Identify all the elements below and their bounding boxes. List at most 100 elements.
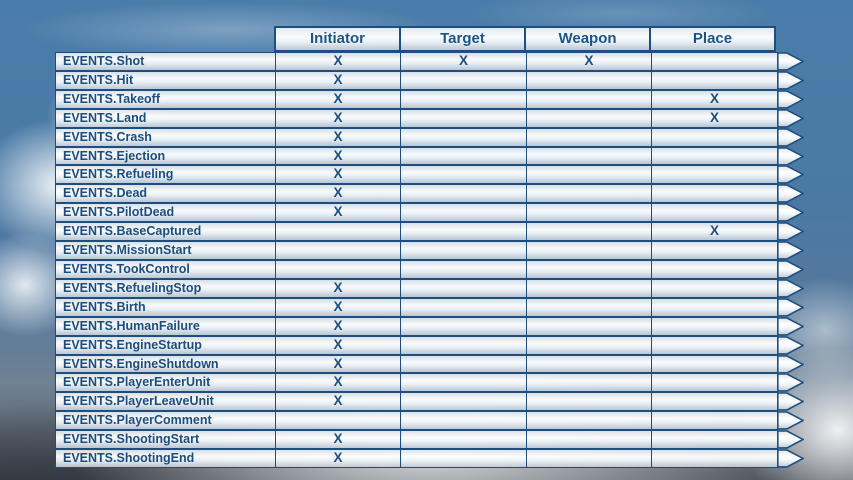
mark-cell-target (400, 335, 527, 355)
mark-cell-place (651, 278, 778, 298)
x-mark: X (333, 317, 343, 333)
mark-cell-weapon (525, 241, 653, 260)
mark-cell-target (400, 316, 527, 336)
table-body: EVENTS.Shot X X X EVENTS.Hit X EVENTS.Takeoff X… (55, 52, 804, 468)
mark-cell-target (400, 430, 527, 450)
mark-cell-target (400, 108, 527, 128)
x-mark: X (333, 336, 343, 352)
mark-cell-weapon (525, 203, 653, 223)
x-mark: X (709, 223, 719, 239)
mark-cell-place (651, 354, 778, 374)
x-mark: X (333, 90, 343, 106)
x-mark: X (333, 279, 343, 295)
event-label: EVENTS.ShootingEnd (55, 449, 276, 468)
table-row: EVENTS.PlayerEnterUnit X (55, 373, 804, 393)
mark-cell-initiator: X (274, 335, 402, 355)
x-mark: X (333, 355, 343, 371)
event-label: EVENTS.RefuelingStop (55, 278, 276, 298)
mark-cell-target: X (400, 52, 527, 71)
mark-cell-initiator: X (274, 89, 402, 109)
mark-cell-weapon (525, 335, 653, 355)
mark-cell-target (400, 259, 527, 279)
table-row: EVENTS.Land X X (55, 108, 804, 128)
mark-cell-place (651, 316, 778, 336)
table-row: EVENTS.MissionStart (55, 241, 804, 260)
table-row: EVENTS.EngineStartup X (55, 335, 804, 355)
x-mark: X (333, 298, 343, 314)
x-mark: X (709, 90, 719, 106)
x-mark: X (333, 431, 343, 447)
mark-cell-place (651, 165, 778, 185)
table-row: EVENTS.Birth X (55, 297, 804, 317)
mark-cell-weapon (525, 70, 653, 90)
table-row: EVENTS.RefuelingStop X (55, 278, 804, 298)
row-arrow-tip-icon (776, 241, 804, 260)
x-mark: X (333, 185, 343, 201)
event-label: EVENTS.EngineStartup (55, 335, 276, 355)
mark-cell-place (651, 449, 778, 468)
mark-cell-initiator (274, 411, 402, 431)
row-arrow-tip-icon (776, 373, 804, 393)
event-label: EVENTS.PilotDead (55, 203, 276, 223)
mark-cell-target (400, 278, 527, 298)
mark-cell-place (651, 52, 778, 71)
table-row: EVENTS.PilotDead X (55, 203, 804, 223)
table-row: EVENTS.Hit X (55, 70, 804, 90)
row-arrow-tip-icon (776, 146, 804, 166)
mark-cell-weapon: X (525, 52, 653, 71)
mark-cell-target (400, 70, 527, 90)
mark-cell-target (400, 354, 527, 374)
table-row: EVENTS.HumanFailure X (55, 316, 804, 336)
mark-cell-target (400, 203, 527, 223)
column-header-weapon: Weapon (524, 26, 651, 52)
mark-cell-target (400, 127, 527, 147)
x-mark: X (333, 450, 343, 466)
mark-cell-initiator: X (274, 146, 402, 166)
row-arrow-tip-icon (776, 184, 804, 204)
event-label: EVENTS.Land (55, 108, 276, 128)
event-label: EVENTS.ShootingStart (55, 430, 276, 450)
row-arrow-tip-icon (776, 165, 804, 185)
table-row: EVENTS.TookControl (55, 259, 804, 279)
row-arrow-tip-icon (776, 297, 804, 317)
column-header-place: Place (649, 26, 776, 52)
row-arrow-tip-icon (776, 354, 804, 374)
mark-cell-initiator: X (274, 52, 402, 71)
event-label: EVENTS.MissionStart (55, 241, 276, 260)
mark-cell-initiator: X (274, 165, 402, 185)
x-mark: X (333, 53, 343, 68)
mark-cell-weapon (525, 165, 653, 185)
event-label: EVENTS.HumanFailure (55, 316, 276, 336)
event-label: EVENTS.TookControl (55, 259, 276, 279)
table-row: EVENTS.Shot X X X (55, 52, 804, 71)
mark-cell-place: X (651, 222, 778, 242)
table-row: EVENTS.PlayerComment (55, 411, 804, 431)
x-mark: X (333, 204, 343, 220)
mark-cell-initiator (274, 222, 402, 242)
mark-cell-target (400, 89, 527, 109)
mark-cell-initiator: X (274, 297, 402, 317)
mark-cell-target (400, 373, 527, 393)
row-arrow-tip-icon (776, 52, 804, 71)
mark-cell-initiator: X (274, 316, 402, 336)
event-label: EVENTS.PlayerLeaveUnit (55, 392, 276, 412)
table-row: EVENTS.ShootingEnd X (55, 449, 804, 468)
mark-cell-initiator: X (274, 392, 402, 412)
row-arrow-tip-icon (776, 71, 804, 90)
row-arrow-tip-icon (776, 90, 804, 109)
row-arrow-tip-icon (776, 392, 804, 412)
mark-cell-weapon (525, 146, 653, 166)
table-row: EVENTS.BaseCaptured X (55, 222, 804, 242)
table-row: EVENTS.Ejection X (55, 146, 804, 166)
table-row: EVENTS.Crash X (55, 127, 804, 147)
mark-cell-weapon (525, 373, 653, 393)
mark-cell-target (400, 297, 527, 317)
row-arrow-tip-icon (776, 316, 804, 336)
mark-cell-place (651, 241, 778, 260)
x-mark: X (458, 53, 468, 68)
event-label: EVENTS.Crash (55, 127, 276, 147)
mark-cell-initiator (274, 241, 402, 260)
row-arrow-tip-icon (776, 127, 804, 147)
mark-cell-weapon (525, 354, 653, 374)
table-row: EVENTS.ShootingStart X (55, 430, 804, 450)
